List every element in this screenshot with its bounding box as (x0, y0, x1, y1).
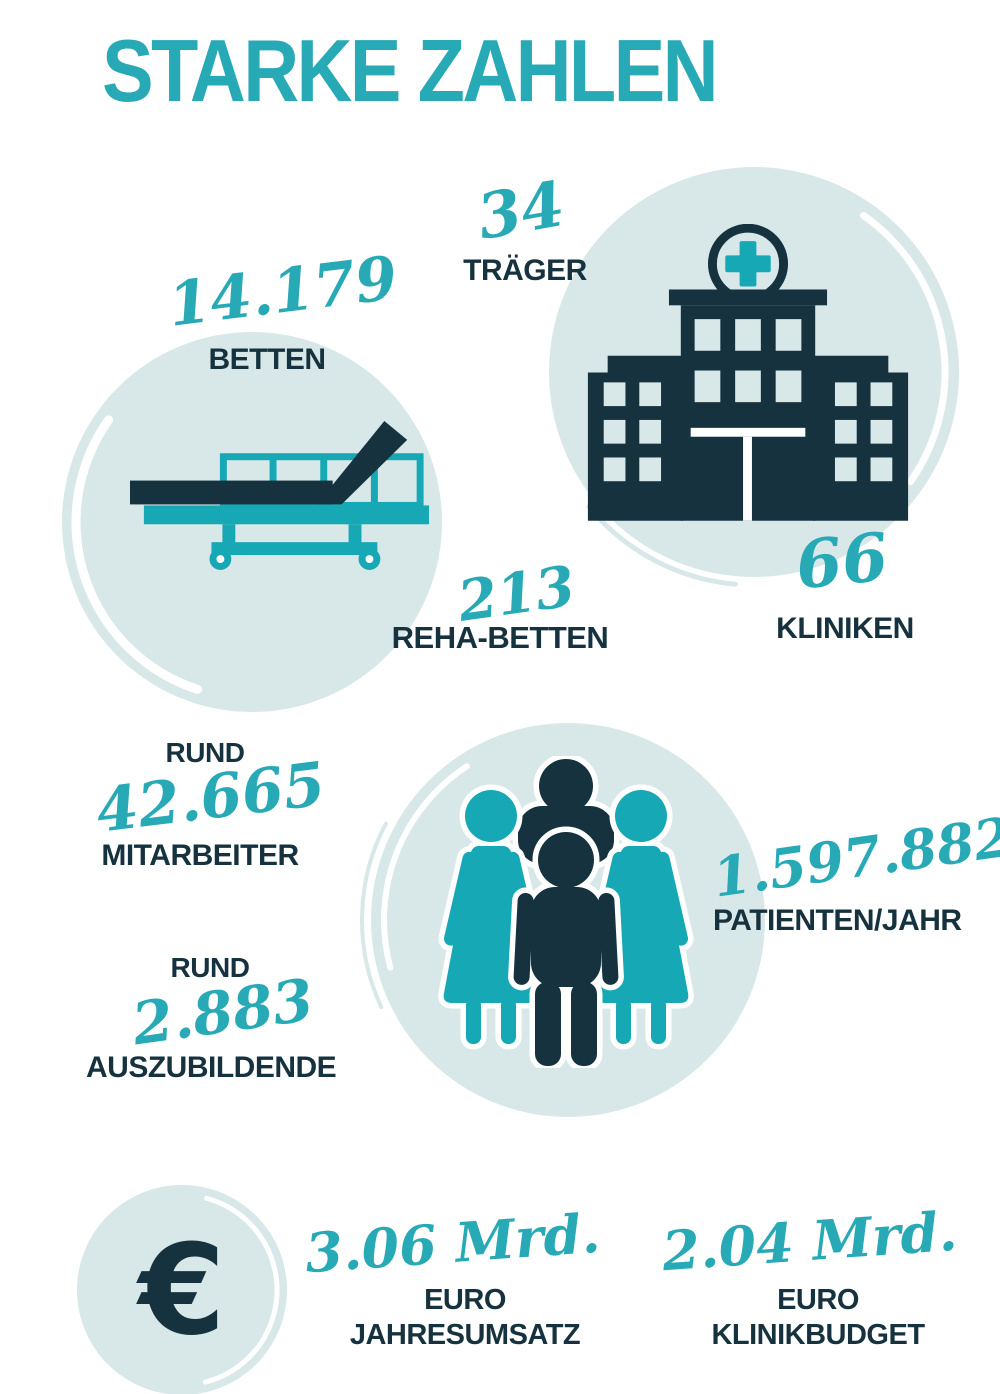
kliniken-value: 66 (792, 517, 892, 605)
jahresumsatz-value: 3.06 Mrd. (303, 1200, 602, 1286)
traeger-label: TRÄGER (463, 254, 587, 287)
kliniken-label: KLINIKEN (776, 612, 914, 645)
hospital-bed-icon (129, 420, 430, 570)
betten-value: 14.179 (164, 243, 402, 341)
jahresumsatz-currency: EURO (424, 1284, 506, 1316)
auszubildende-prefix: RUND (170, 952, 250, 983)
betten-label: BETTEN (208, 343, 327, 376)
traeger-value: 34 (472, 167, 570, 254)
patienten-label: PATIENTEN/JAHR (713, 904, 962, 937)
klinikbudget-currency: EURO (777, 1284, 859, 1316)
mitarbeiter-prefix: RUND (165, 737, 245, 768)
hospital-building-icon (587, 224, 909, 521)
people-group-icon (430, 756, 702, 1068)
mitarbeiter-label: MITARBEITER (101, 839, 299, 872)
auszubildende-label: AUSZUBILDENDE (86, 1051, 337, 1084)
klinikbudget-value: 2.04 Mrd. (660, 1198, 959, 1284)
page-title: STARKE ZAHLEN (102, 21, 719, 120)
euro-currency-icon: € (138, 1217, 226, 1363)
reha-betten-label: REHA-BETTEN (391, 620, 609, 655)
euro-blob-circle (77, 1185, 287, 1394)
jahresumsatz-label: JAHRESUMSATZ (349, 1319, 581, 1351)
klinikbudget-label: KLINIKBUDGET (711, 1319, 925, 1351)
